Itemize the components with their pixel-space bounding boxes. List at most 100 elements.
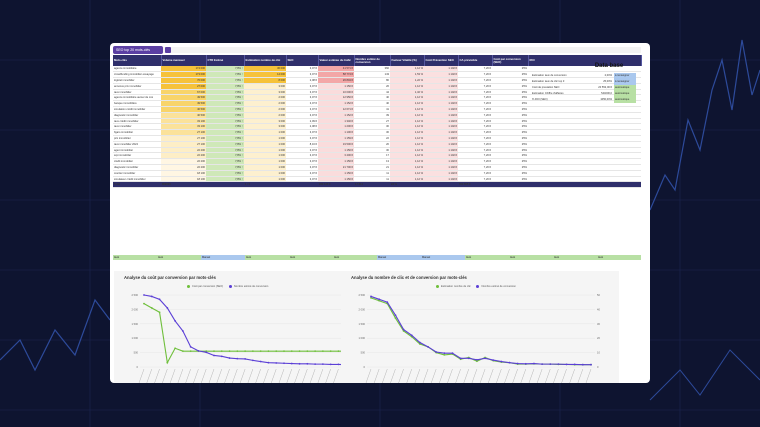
table-cell[interactable]: 1 000 xyxy=(244,164,286,171)
table-cell[interactable]: 7,20 € xyxy=(458,164,492,171)
table-cell[interactable]: 20 xyxy=(354,141,390,148)
table-cell[interactable]: 3,07 € xyxy=(286,147,318,154)
table-cell[interactable]: 1 102 € xyxy=(424,129,458,137)
table-cell[interactable]: 1,12 % xyxy=(390,170,424,177)
table-cell[interactable]: diagnostic immobilier xyxy=(113,164,161,171)
table-cell[interactable]: 8 000 xyxy=(244,77,286,84)
table-cell[interactable]: 49 500 xyxy=(161,100,206,108)
table-cell[interactable]: 27 100 xyxy=(161,129,206,137)
table-cell[interactable]: 40 500 xyxy=(161,112,206,119)
table-cell[interactable]: 1 102 € xyxy=(424,123,458,131)
column-header[interactable]: Valeur estimée du trafic xyxy=(318,55,355,66)
table-cell[interactable]: 1,12 % xyxy=(390,112,424,119)
table-cell[interactable]: agence immobilière xyxy=(113,66,161,73)
table-cell[interactable]: 1,12 % xyxy=(390,147,424,154)
table-cell[interactable]: 25% xyxy=(492,135,528,142)
table-cell[interactable]: 3 000 xyxy=(244,123,286,131)
table-row[interactable]: agence immobilière 174 000 7,8% ↑ 36 000 3,0… xyxy=(113,66,641,73)
table-cell[interactable]: 21 xyxy=(354,164,390,171)
table-cell[interactable]: 25% xyxy=(492,106,528,113)
table-cell[interactable]: 1,32 % xyxy=(390,89,424,96)
table-cell[interactable]: 25% xyxy=(492,123,528,131)
table-cell[interactable] xyxy=(528,147,641,154)
table-cell[interactable] xyxy=(528,106,641,113)
table-cell[interactable]: 3,07 € xyxy=(286,106,318,113)
database-value[interactable]: 25,00% xyxy=(603,80,612,83)
table-row[interactable]: agence immobilière autour de moi 49 500 7,… xyxy=(113,94,641,102)
table-cell[interactable]: 7,8% ↑ xyxy=(206,89,244,96)
table-cell[interactable]: 3,07 € xyxy=(286,100,318,108)
table-cell[interactable]: 1 102 € xyxy=(424,77,458,84)
table-cell[interactable]: 3,07 € xyxy=(286,158,318,166)
table-cell[interactable]: courtier immobilier xyxy=(113,170,161,177)
table-cell[interactable]: 1 102 € xyxy=(424,170,458,177)
table-cell[interactable]: 25% xyxy=(492,66,528,73)
table-cell[interactable]: 7,8% ↑ xyxy=(206,71,244,79)
table-cell[interactable]: 1 340 € xyxy=(318,118,354,125)
table-row[interactable]: agent immobilier 22 200 7,8% ↑ 1 000 3,07 €1… xyxy=(113,147,641,154)
table-cell[interactable]: 26 xyxy=(354,83,390,90)
table-cell[interactable]: 7,20 € xyxy=(458,170,492,177)
table-cell[interactable]: 49 500 xyxy=(161,94,206,102)
table-cell[interactable]: 2,08 € xyxy=(286,77,318,84)
table-cell[interactable]: 30 xyxy=(354,129,390,137)
table-cell[interactable]: 1 152 € xyxy=(318,112,354,119)
table-cell[interactable]: simulateur crédit immobilier xyxy=(113,176,161,183)
column-header[interactable]: ROI xyxy=(528,55,642,66)
table-cell[interactable]: 7,20 € xyxy=(458,66,492,73)
table-cell[interactable] xyxy=(528,123,641,131)
table-cell[interactable]: 1,12 % xyxy=(390,106,424,113)
column-header[interactable]: Estimation nombre de clic xyxy=(244,55,287,66)
table-cell[interactable]: 17 xyxy=(354,152,390,160)
table-cell[interactable]: 1,12 % xyxy=(390,135,424,142)
table-cell[interactable]: 1 150 € xyxy=(318,176,354,183)
table-cell[interactable]: 1 000 xyxy=(244,152,286,160)
table-row[interactable]: courtier immobilier 18 100 7,8% ↑ 1 000 3,07… xyxy=(113,170,641,177)
table-row[interactable]: crowdfunding immobilier essayage 173 000 7… xyxy=(113,71,641,79)
table-cell[interactable]: 1 100 € xyxy=(318,129,354,137)
table-cell[interactable]: 1,12 % xyxy=(390,118,424,125)
table-cell[interactable] xyxy=(528,94,641,102)
table-cell[interactable]: 25% xyxy=(492,89,528,96)
table-cell[interactable]: 7,20 € xyxy=(458,129,492,137)
table-cell[interactable]: 1 102 € xyxy=(424,100,458,108)
column-header[interactable]: Coût Prévention SEO xyxy=(424,55,459,66)
table-cell[interactable] xyxy=(528,170,641,177)
table-cell[interactable]: 80 xyxy=(354,77,390,84)
table-row[interactable]: logiciel immobilier 76 000 7,8% ↑ 8 000 2,08… xyxy=(113,77,641,84)
table-cell[interactable]: 30 xyxy=(354,147,390,154)
table-cell[interactable]: 3,07 € xyxy=(286,89,318,96)
table-cell[interactable]: 1 102 € xyxy=(424,141,458,148)
table-cell[interactable]: 7,8% ↑ xyxy=(206,100,244,108)
table-cell[interactable]: 3 400 € xyxy=(318,152,354,160)
table-cell[interactable]: diagnostic immobilier xyxy=(113,112,161,119)
table-cell[interactable]: 25% xyxy=(492,152,528,160)
table-cell[interactable]: 7,8% ↑ xyxy=(206,152,244,160)
table-row[interactable]: simulation crédit immobilier 40 500 7,8% ↑… xyxy=(113,106,641,113)
table-cell[interactable]: 7,8% ↑ xyxy=(206,112,244,119)
table-cell[interactable]: 1,12 % xyxy=(390,83,424,90)
table-cell[interactable]: 1 102 € xyxy=(424,106,458,113)
table-cell[interactable] xyxy=(528,118,641,125)
table-cell[interactable]: 7,8% ↑ xyxy=(206,77,244,84)
table-cell[interactable]: 7,20 € xyxy=(458,94,492,102)
table-row[interactable]: taux crédit immobilier 33 100 7,8% ↑ 3 000 2… xyxy=(113,118,641,125)
table-cell[interactable]: 27 100 xyxy=(161,141,206,148)
table-cell[interactable]: 25% xyxy=(492,129,528,137)
database-value[interactable]: 544000,0 xyxy=(601,92,612,95)
table-cell[interactable]: logiciel immobilier xyxy=(113,77,161,84)
table-row[interactable]: crédit immobilier 22 200 7,8% ↑ 1 000 3,07 €… xyxy=(113,158,641,166)
table-cell[interactable] xyxy=(528,152,641,160)
table-cell[interactable]: 41 571 € xyxy=(318,66,354,73)
table-cell[interactable]: 7,20 € xyxy=(458,83,492,90)
table-cell[interactable]: 1 000 xyxy=(244,176,286,183)
table-cell[interactable]: 25% xyxy=(492,164,528,171)
column-header[interactable]: Nombre estimé de conversion xyxy=(354,55,391,66)
table-cell[interactable]: 1 102 € xyxy=(424,158,458,166)
table-row[interactable]: taux immobilier 33 100 7,8% ↑ 3 000 2,08 €1 … xyxy=(113,123,641,131)
table-cell[interactable]: 7,20 € xyxy=(458,147,492,154)
table-cell[interactable]: annonce prix immobilier xyxy=(113,83,161,90)
table-cell[interactable]: 1 102 € xyxy=(424,112,458,119)
table-cell[interactable]: 27 100 xyxy=(161,135,206,142)
table-cell[interactable]: 7,20 € xyxy=(458,123,492,131)
